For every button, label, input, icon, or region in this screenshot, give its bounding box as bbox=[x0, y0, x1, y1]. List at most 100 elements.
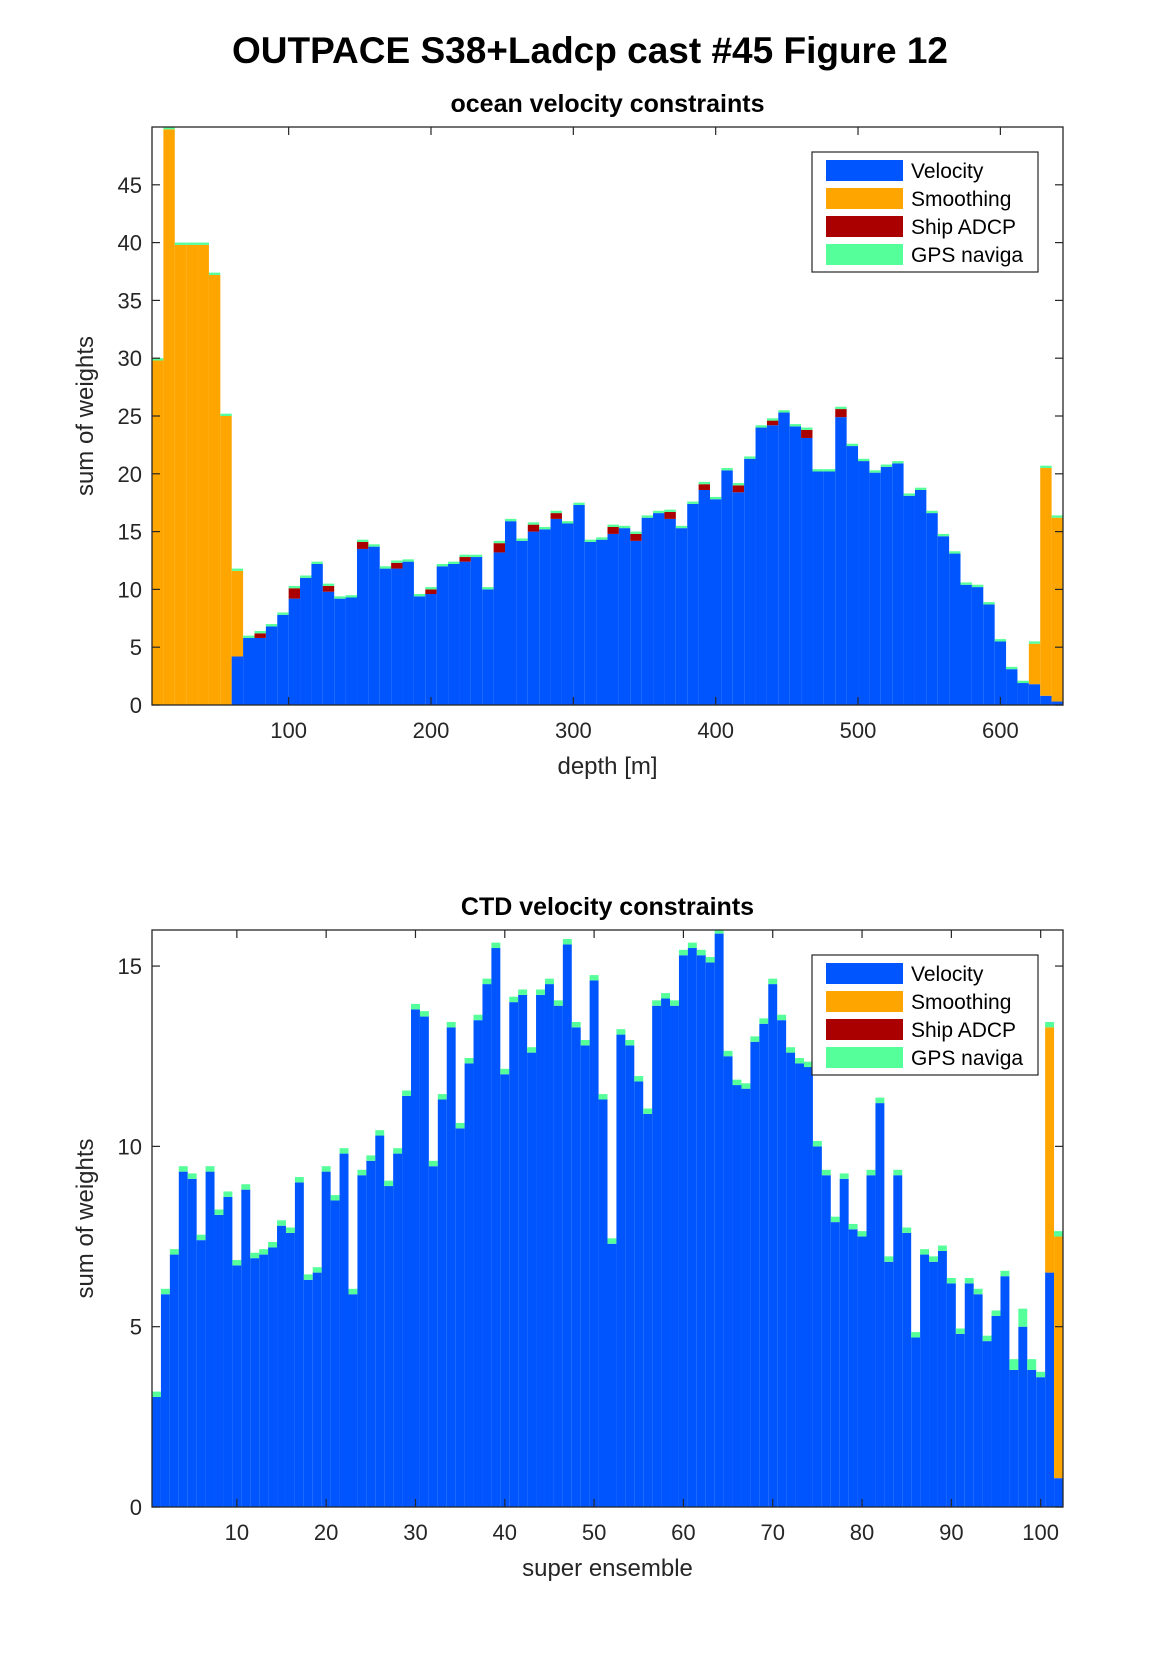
bar-0-75 bbox=[821, 1175, 831, 1507]
bar-3-62 bbox=[858, 458, 870, 462]
bar-0-93 bbox=[982, 1341, 992, 1507]
bar-0-31 bbox=[428, 1166, 438, 1507]
bar-3-70 bbox=[949, 551, 961, 554]
figure-title: OUTPACE S38+Ladcp cast #45 Figure 12 bbox=[232, 30, 948, 71]
bar-0-17 bbox=[345, 597, 357, 705]
bar-3-28 bbox=[470, 554, 483, 558]
bar-0-44 bbox=[653, 513, 665, 705]
bar-3-98 bbox=[1027, 1359, 1037, 1370]
bar-0-40 bbox=[607, 533, 619, 705]
bar-3-33 bbox=[446, 1021, 456, 1028]
bar-3-38 bbox=[491, 942, 501, 949]
bar-0-88 bbox=[937, 1250, 947, 1507]
bar-3-39 bbox=[500, 1068, 510, 1075]
bar-3-26 bbox=[384, 1180, 394, 1187]
bar-2-40 bbox=[607, 526, 619, 534]
bar-3-55 bbox=[778, 410, 790, 413]
bar-3-54 bbox=[766, 418, 779, 421]
bar-3-16 bbox=[294, 1177, 304, 1183]
bar-3-92 bbox=[973, 1288, 983, 1295]
bar-3-7 bbox=[231, 568, 244, 571]
bar-3-42 bbox=[630, 531, 642, 534]
bar-0-29 bbox=[411, 1009, 420, 1507]
bar-3-10 bbox=[241, 1184, 251, 1190]
bar-0-12 bbox=[288, 598, 301, 705]
bar-3-45 bbox=[664, 509, 676, 512]
bar-0-32 bbox=[437, 1099, 447, 1507]
bar-0-73 bbox=[983, 604, 995, 705]
bar-3-18 bbox=[312, 1267, 322, 1273]
bar-0-85 bbox=[911, 1337, 921, 1507]
bar-0-7 bbox=[214, 1214, 224, 1507]
bar-2-48 bbox=[698, 484, 710, 490]
bar-1-100 bbox=[1045, 1027, 1055, 1273]
bar-3-32 bbox=[437, 1094, 447, 1100]
x-tick-label: 100 bbox=[270, 718, 307, 743]
bar-0-25 bbox=[375, 1135, 385, 1507]
bar-3-52 bbox=[616, 1029, 626, 1035]
bar-0-23 bbox=[357, 1175, 367, 1507]
bar-3-20 bbox=[379, 566, 392, 569]
bar-0-30 bbox=[493, 552, 506, 705]
bar-0-69 bbox=[768, 984, 778, 1507]
bar-0-71 bbox=[786, 1052, 796, 1507]
bar-3-75 bbox=[1006, 666, 1018, 670]
bar-3-24 bbox=[366, 1155, 376, 1161]
bar-3-16 bbox=[334, 596, 346, 599]
bar-3-69 bbox=[768, 978, 778, 985]
bar-1-4 bbox=[197, 244, 209, 706]
bar-3-49 bbox=[589, 975, 599, 981]
bar-0-49 bbox=[589, 980, 599, 1507]
bar-0-73 bbox=[803, 1067, 813, 1507]
bar-3-37 bbox=[573, 502, 585, 506]
bar-3-6 bbox=[205, 1166, 215, 1172]
bar-2-33 bbox=[527, 524, 540, 532]
bar-0-60 bbox=[687, 948, 697, 1507]
bar-0-8 bbox=[223, 1196, 233, 1507]
bar-0-67 bbox=[914, 489, 927, 705]
bar-0-0 bbox=[152, 1397, 161, 1507]
bar-0-59 bbox=[823, 471, 836, 705]
bar-3-35 bbox=[550, 510, 562, 514]
bar-0-63 bbox=[869, 472, 881, 705]
bar-3-89 bbox=[946, 1278, 956, 1284]
bar-0-27 bbox=[393, 1153, 403, 1507]
bar-1-101 bbox=[1054, 1236, 1063, 1479]
bar-0-20 bbox=[330, 1200, 340, 1507]
bar-3-8 bbox=[243, 635, 255, 638]
y-tick-label: 45 bbox=[118, 173, 142, 198]
bar-3-83 bbox=[893, 1169, 903, 1176]
bar-0-10 bbox=[265, 626, 278, 705]
bar-3-15 bbox=[322, 583, 335, 586]
bar-3-43 bbox=[641, 515, 654, 518]
bar-0-67 bbox=[750, 1041, 760, 1507]
axes-box bbox=[151, 929, 1064, 1508]
bar-0-55 bbox=[778, 412, 790, 705]
bar-0-70 bbox=[777, 1020, 787, 1507]
bar-3-58 bbox=[812, 469, 824, 472]
legend-swatch bbox=[826, 244, 903, 265]
bar-0-39 bbox=[500, 1074, 510, 1507]
bar-0-23 bbox=[413, 596, 426, 705]
bar-0-97 bbox=[1018, 1326, 1028, 1507]
bar-0-15 bbox=[285, 1232, 295, 1507]
legend-label: Ship ADCP bbox=[911, 216, 1016, 239]
bar-0-36 bbox=[473, 1020, 483, 1507]
bar-3-26 bbox=[448, 561, 460, 564]
bar-3-77 bbox=[839, 1173, 849, 1179]
bar-0-94 bbox=[991, 1315, 1001, 1507]
bar-0-99 bbox=[1036, 1377, 1046, 1507]
bar-3-15 bbox=[285, 1227, 295, 1233]
bar-3-63 bbox=[714, 930, 724, 934]
bar-3-72 bbox=[971, 584, 984, 588]
bar-3-72 bbox=[795, 1058, 804, 1064]
bar-0-76 bbox=[830, 1222, 840, 1507]
bar-0-24 bbox=[366, 1160, 376, 1507]
bar-0-7 bbox=[231, 656, 244, 705]
legend-label: Velocity bbox=[911, 160, 984, 183]
bar-3-94 bbox=[991, 1310, 1001, 1316]
bar-3-61 bbox=[846, 443, 859, 447]
bar-0-87 bbox=[929, 1261, 938, 1507]
legend-swatch bbox=[826, 1047, 903, 1068]
bar-0-69 bbox=[937, 536, 950, 705]
